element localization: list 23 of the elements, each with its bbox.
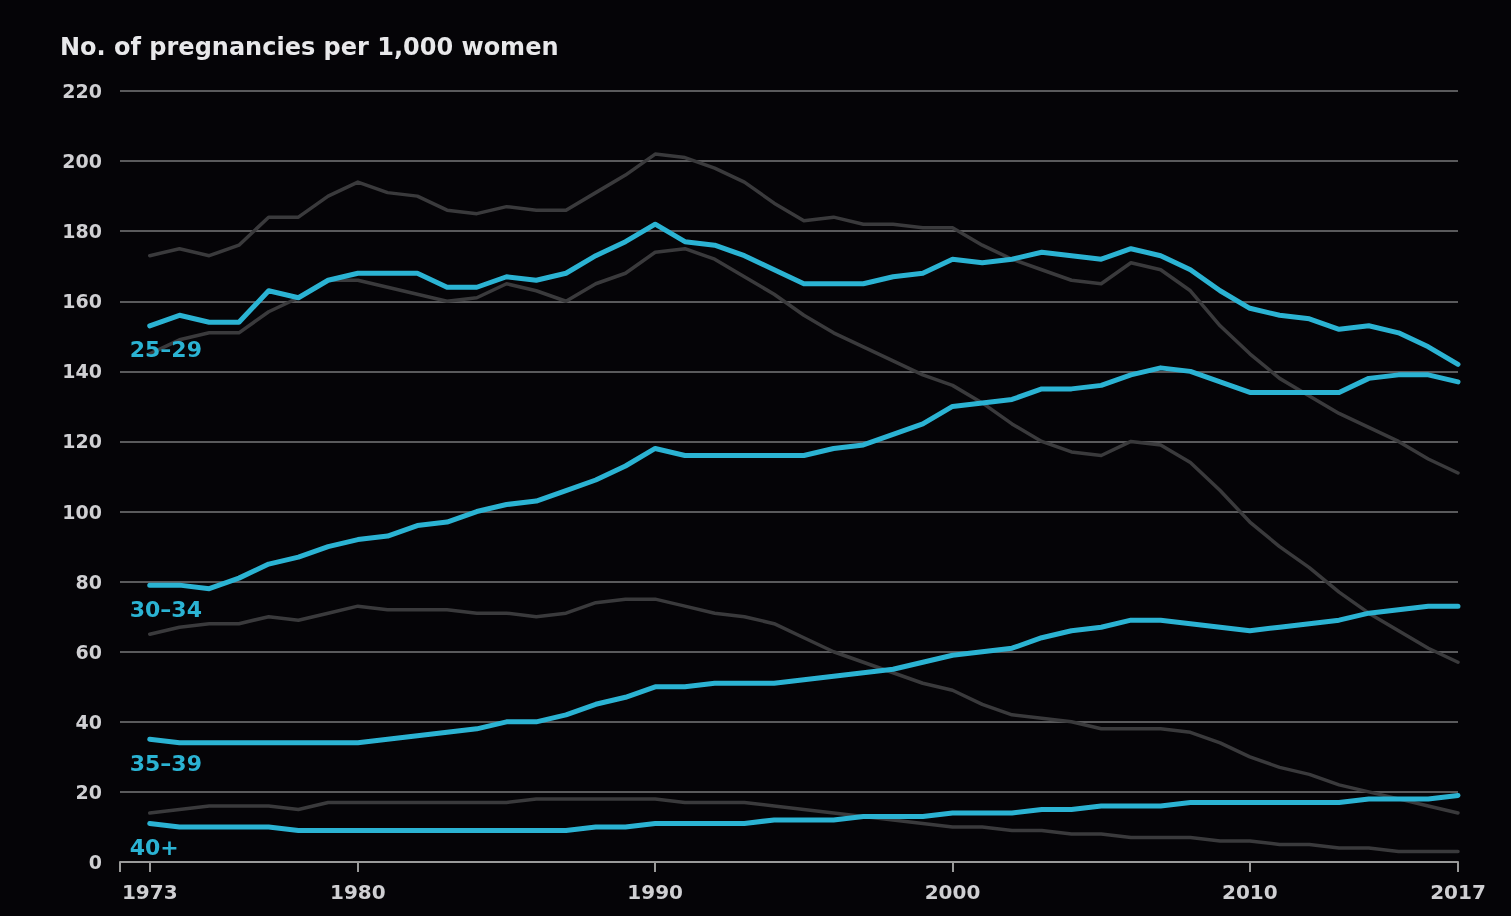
chart-title: No. of pregnancies per 1,000 women (60, 33, 559, 61)
series-label: 35–39 (129, 750, 202, 776)
y-tick-label: 60 (75, 640, 102, 663)
series-label: 25–29 (129, 337, 202, 363)
x-tick-label: 2000 (924, 880, 981, 904)
x-tick-label: 1990 (627, 880, 684, 904)
y-tick-label: 160 (62, 290, 102, 313)
x-tick-label: 1973 (121, 880, 178, 904)
y-tick-label: 140 (62, 360, 102, 383)
y-tick-label: 220 (62, 80, 102, 102)
x-tick-label: 1980 (330, 880, 386, 904)
y-tick-label: 200 (62, 150, 102, 173)
y-tick-label: 100 (62, 500, 102, 523)
series-label: 40+ (129, 834, 179, 860)
y-tick-label: 180 (62, 220, 102, 243)
y-tick-label: 0 (88, 851, 102, 873)
x-tick-label: 2017 (1430, 880, 1486, 904)
y-tick-label: 20 (75, 780, 102, 803)
y-tick-label: 40 (75, 710, 102, 733)
y-tick-label: 120 (62, 430, 102, 453)
y-tick-label: 80 (75, 570, 102, 593)
x-tick-label: 2010 (1222, 880, 1278, 904)
series-label: 30–34 (129, 596, 202, 622)
